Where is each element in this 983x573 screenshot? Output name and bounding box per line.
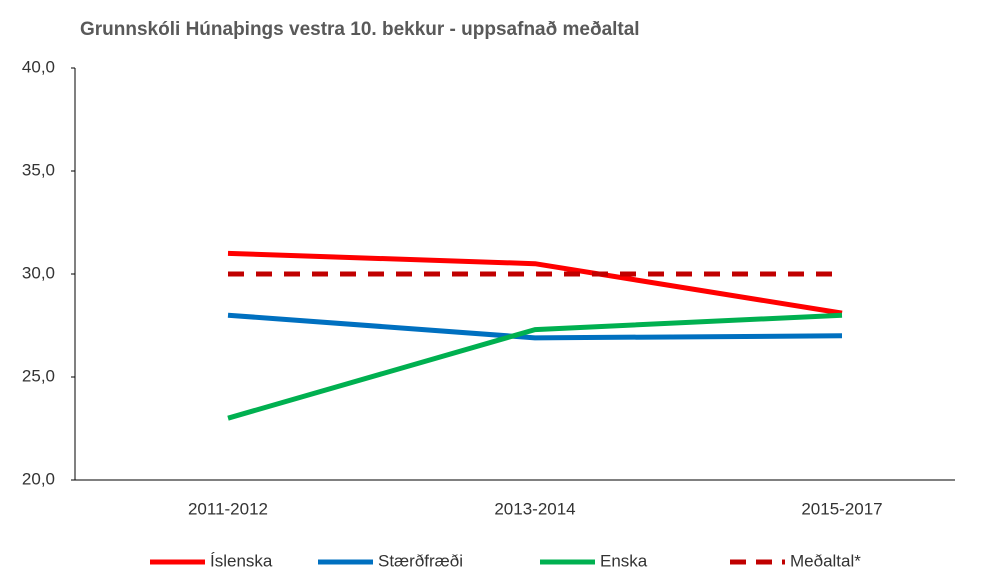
series-line	[227, 312, 843, 421]
legend-label: Íslenska	[210, 551, 273, 570]
y-tick-label: 35,0	[22, 160, 55, 179]
y-tick-label: 40,0	[22, 57, 55, 76]
y-tick-label: 25,0	[22, 366, 55, 385]
y-tick-label: 30,0	[22, 263, 55, 282]
series-line	[227, 312, 843, 341]
series-line	[227, 250, 843, 316]
legend-label: Enska	[600, 551, 648, 570]
legend-label: Stærðfræði	[378, 551, 463, 570]
y-tick-label: 20,0	[22, 469, 55, 488]
x-tick-label: 2013-2014	[494, 499, 575, 518]
chart-title: Grunnskóli Húnaþings vestra 10. bekkur -…	[80, 19, 640, 40]
x-tick-label: 2015-2017	[801, 499, 882, 518]
x-tick-label: 2011-2012	[188, 499, 268, 518]
legend-label: Meðaltal*	[790, 551, 861, 570]
